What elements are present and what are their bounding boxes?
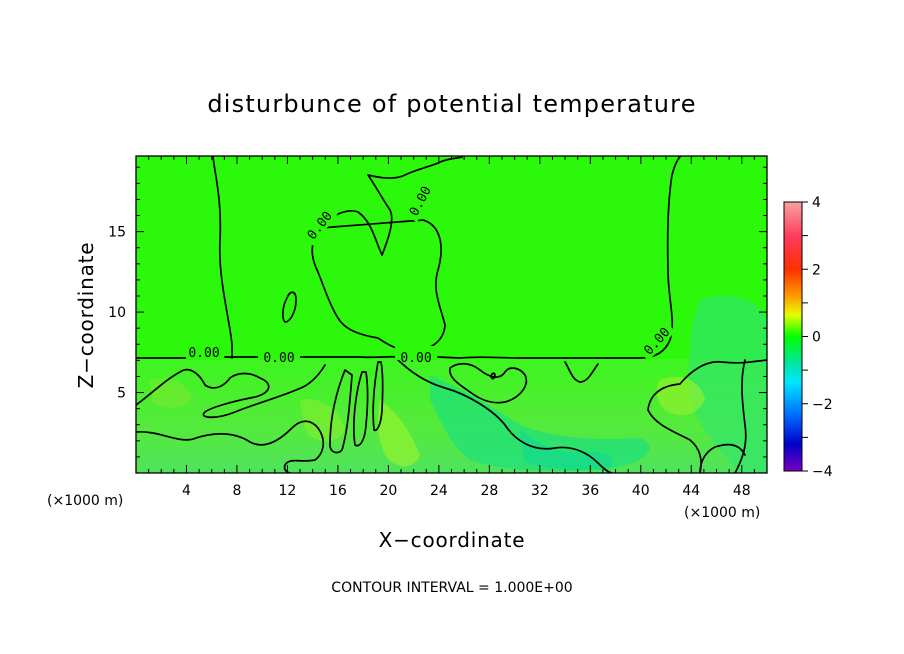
x-tick-label: 12 <box>279 483 297 499</box>
contour-label: 0.00 <box>188 346 219 361</box>
x-tick-label: 16 <box>329 483 347 499</box>
plot-area: 0.00 0.00 0.00 0.00 0.00 0.00 <box>136 156 767 473</box>
y-tick-label: 10 <box>108 305 126 321</box>
contour-small-loop <box>281 291 297 323</box>
x-tick-label: 48 <box>733 483 751 499</box>
y-axis-label: Z−coordinate <box>74 242 98 389</box>
contour-tower <box>311 156 463 352</box>
contour-left-dome <box>212 156 233 359</box>
contour-lower-band <box>136 364 326 419</box>
contour-lines <box>136 156 767 473</box>
contour-ground-band <box>136 420 325 473</box>
contour-top-boundary <box>136 156 681 359</box>
contour-plume-2 <box>353 371 369 447</box>
y-tick-label: 5 <box>117 386 126 402</box>
contour-label: 0.00 <box>263 351 294 366</box>
colorbar-tick-label: 0 <box>812 330 821 346</box>
colorbar-tick-label: −2 <box>812 397 833 413</box>
x-tick-label: 4 <box>182 483 191 499</box>
x-unit-label-left: (×1000 m) <box>47 493 123 509</box>
x-tick-label: 32 <box>531 483 549 499</box>
x-axis-ticks: 4 8 12 16 20 24 28 32 36 40 44 48 <box>135 156 768 499</box>
x-tick-label: 28 <box>480 483 498 499</box>
x-axis-label: X−coordinate <box>379 528 526 552</box>
field-cool-anomaly-mid <box>520 430 613 470</box>
field-cool-anomaly-center <box>430 375 650 472</box>
field-warm-anomaly-1 <box>377 400 420 467</box>
contour-plume-1 <box>329 369 353 454</box>
contour-label: 0.00 <box>400 351 431 366</box>
y-axis-ticks: 5 10 15 <box>108 166 767 458</box>
x-tick-label: 40 <box>632 483 650 499</box>
field-cool-anomaly-right <box>689 296 767 473</box>
colorbar-ticks: 4 2 0 −2 −4 <box>802 195 833 480</box>
contour-right-wave <box>394 356 613 473</box>
contour-right-loop <box>449 362 528 404</box>
chart-title: disturbunce of potential temperature <box>207 90 696 118</box>
contour-plume-3 <box>372 361 384 432</box>
field-warm-anomaly-2 <box>300 399 345 442</box>
x-tick-label: 44 <box>682 483 700 499</box>
x-tick-label: 8 <box>232 483 241 499</box>
x-tick-label: 20 <box>379 483 397 499</box>
colorbar-tick-label: 4 <box>812 195 821 211</box>
contour-interval-note: CONTOUR INTERVAL = 1.000E+00 <box>331 580 572 596</box>
x-tick-label: 24 <box>430 483 448 499</box>
x-unit-label-right: (×1000 m) <box>684 505 760 521</box>
x-tick-label: 36 <box>581 483 599 499</box>
colorbar-tick-label: 2 <box>812 262 821 278</box>
colorbar <box>783 201 803 472</box>
contour-dot <box>490 372 496 380</box>
contour-east-2 <box>647 409 702 473</box>
colorbar-tick-label: −4 <box>812 464 833 480</box>
contour-right-bump <box>564 361 599 383</box>
y-tick-label: 15 <box>108 225 126 241</box>
